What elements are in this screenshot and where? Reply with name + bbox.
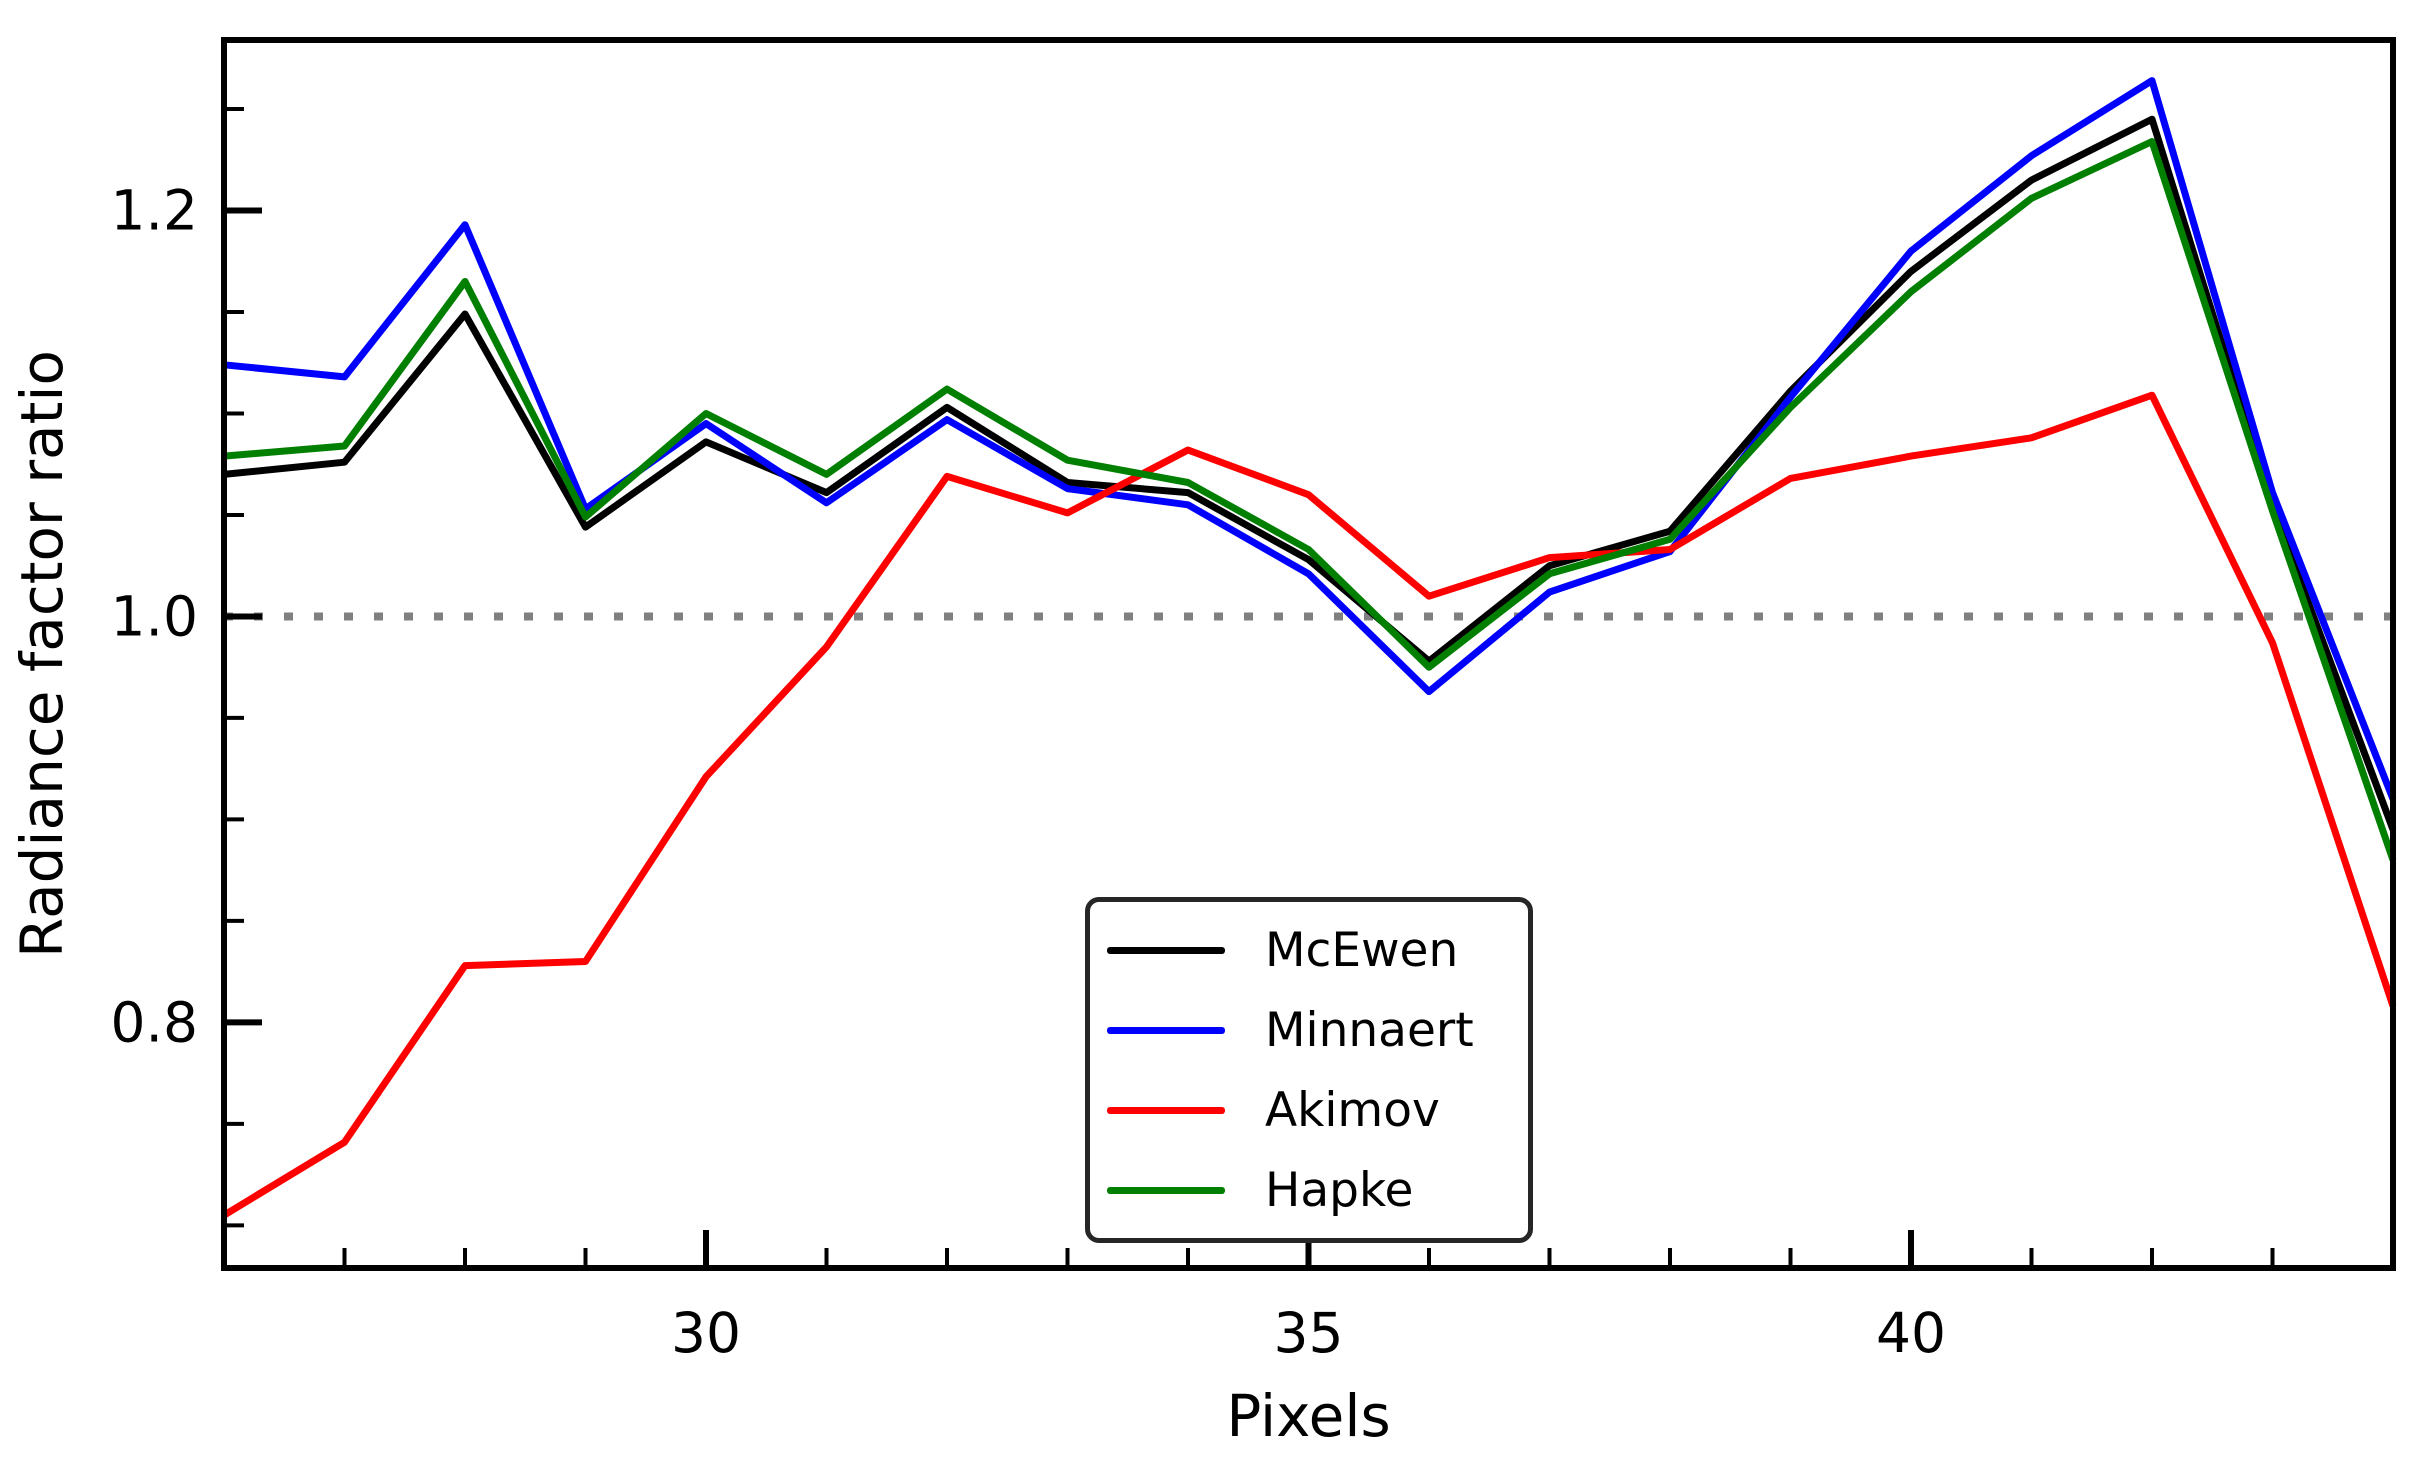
legend: McEwen Minnaert Akimov Hapke <box>1085 897 1533 1243</box>
legend-line-swatch <box>1107 1106 1225 1114</box>
y-tick-label: 0.8 <box>111 990 198 1054</box>
x-tick-label: 35 <box>1274 1301 1344 1365</box>
legend-line-swatch <box>1107 1026 1225 1034</box>
series-line-akimov <box>222 391 2397 1219</box>
legend-item-minnaert: Minnaert <box>1090 990 1528 1070</box>
legend-item-label: Minnaert <box>1265 1002 1474 1058</box>
legend-line-swatch <box>1107 1186 1225 1194</box>
series-line-hapke <box>223 138 2397 862</box>
x-tick-label: 30 <box>671 1301 741 1365</box>
legend-item-label: Akimov <box>1265 1082 1440 1138</box>
x-tick-label: 40 <box>1876 1301 1946 1365</box>
y-tick-label: 1.0 <box>111 584 198 648</box>
legend-item-label: McEwen <box>1265 922 1459 978</box>
series-line-minnaert <box>223 77 2397 801</box>
y-tick-label: 1.2 <box>111 178 198 242</box>
y-axis-label: Radiance factor ratio <box>8 350 76 958</box>
legend-item-akimov: Akimov <box>1090 1070 1528 1150</box>
legend-line-swatch <box>1107 946 1225 954</box>
series-line-mcewen <box>223 115 2397 831</box>
legend-item-label: Hapke <box>1265 1162 1414 1218</box>
x-axis-label: Pixels <box>1226 1382 1390 1450</box>
legend-item-hapke: Hapke <box>1090 1150 1528 1230</box>
legend-item-mcewen: McEwen <box>1090 910 1528 990</box>
